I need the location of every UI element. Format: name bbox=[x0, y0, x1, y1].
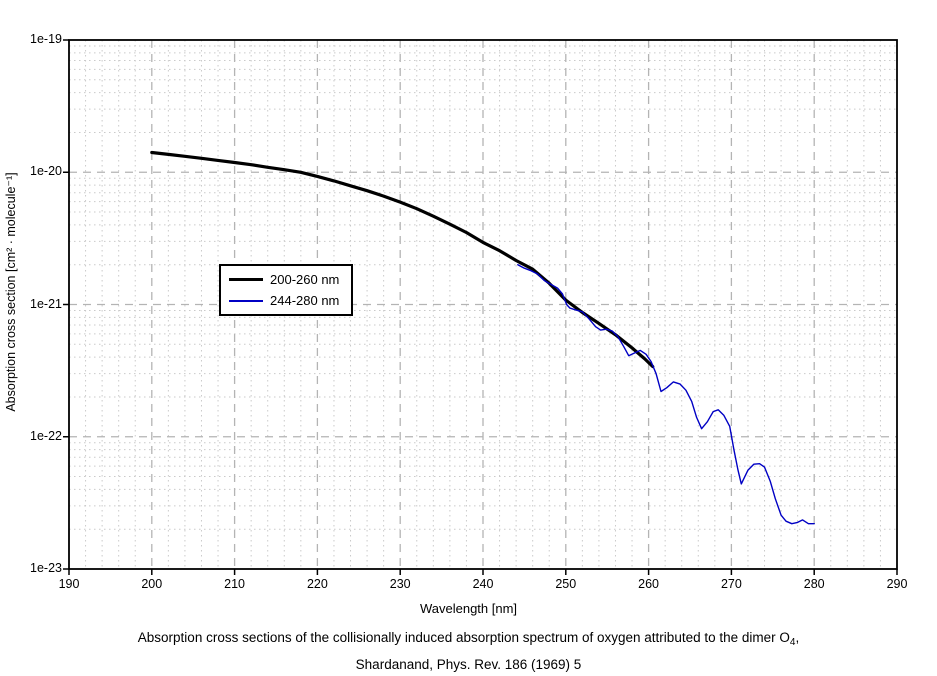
x-tick-label: 260 bbox=[638, 577, 660, 591]
x-tick-label: 220 bbox=[306, 577, 328, 591]
dimer-subscript: 4 bbox=[789, 637, 796, 648]
legend-label: 200-260 nm bbox=[270, 271, 340, 287]
x-tick-label: 190 bbox=[58, 577, 80, 591]
legend-entry-black: 200-260 nm bbox=[229, 272, 351, 288]
y-tick-label: 1e-22 bbox=[30, 428, 62, 443]
black-line-swatch bbox=[229, 278, 263, 281]
x-axis-title: Wavelength [nm] bbox=[419, 601, 518, 616]
y-tick-label: 1e-23 bbox=[30, 561, 62, 575]
series-line-0 bbox=[150, 150, 655, 369]
legend-entry-blue: 244-280 nm bbox=[229, 293, 351, 309]
legend-box: 200-260 nm 244-280 nm bbox=[219, 264, 353, 316]
x-tick-label: 230 bbox=[389, 577, 411, 591]
x-tick-label: 210 bbox=[224, 577, 246, 591]
legend-label: 244-280 nm bbox=[270, 292, 340, 308]
x-tick-label: 240 bbox=[472, 577, 494, 591]
blue-line-swatch bbox=[229, 299, 263, 302]
caption-line-1: Absorption cross sections of the collisi… bbox=[137, 630, 800, 648]
plot-border bbox=[68, 39, 898, 570]
y-tick-label: 1e-21 bbox=[30, 296, 62, 311]
x-tick-label: 280 bbox=[803, 577, 825, 591]
x-tick-label: 250 bbox=[555, 577, 577, 591]
y-tick-label: 1e-20 bbox=[30, 164, 62, 179]
x-tick-label: 200 bbox=[141, 577, 163, 591]
x-tick-label: 270 bbox=[720, 577, 742, 591]
x-tick-label: 290 bbox=[886, 577, 908, 591]
y-axis-title: Absorption cross section [cm² · molecule… bbox=[4, 172, 18, 412]
series-line-1 bbox=[517, 264, 815, 525]
y-tick-label: 1e-19 bbox=[30, 32, 62, 46]
caption-line-2: Shardanand, Phys. Rev. 186 (1969) 5 bbox=[355, 657, 582, 672]
figure-caption: Absorption cross sections of the collisi… bbox=[0, 627, 937, 676]
